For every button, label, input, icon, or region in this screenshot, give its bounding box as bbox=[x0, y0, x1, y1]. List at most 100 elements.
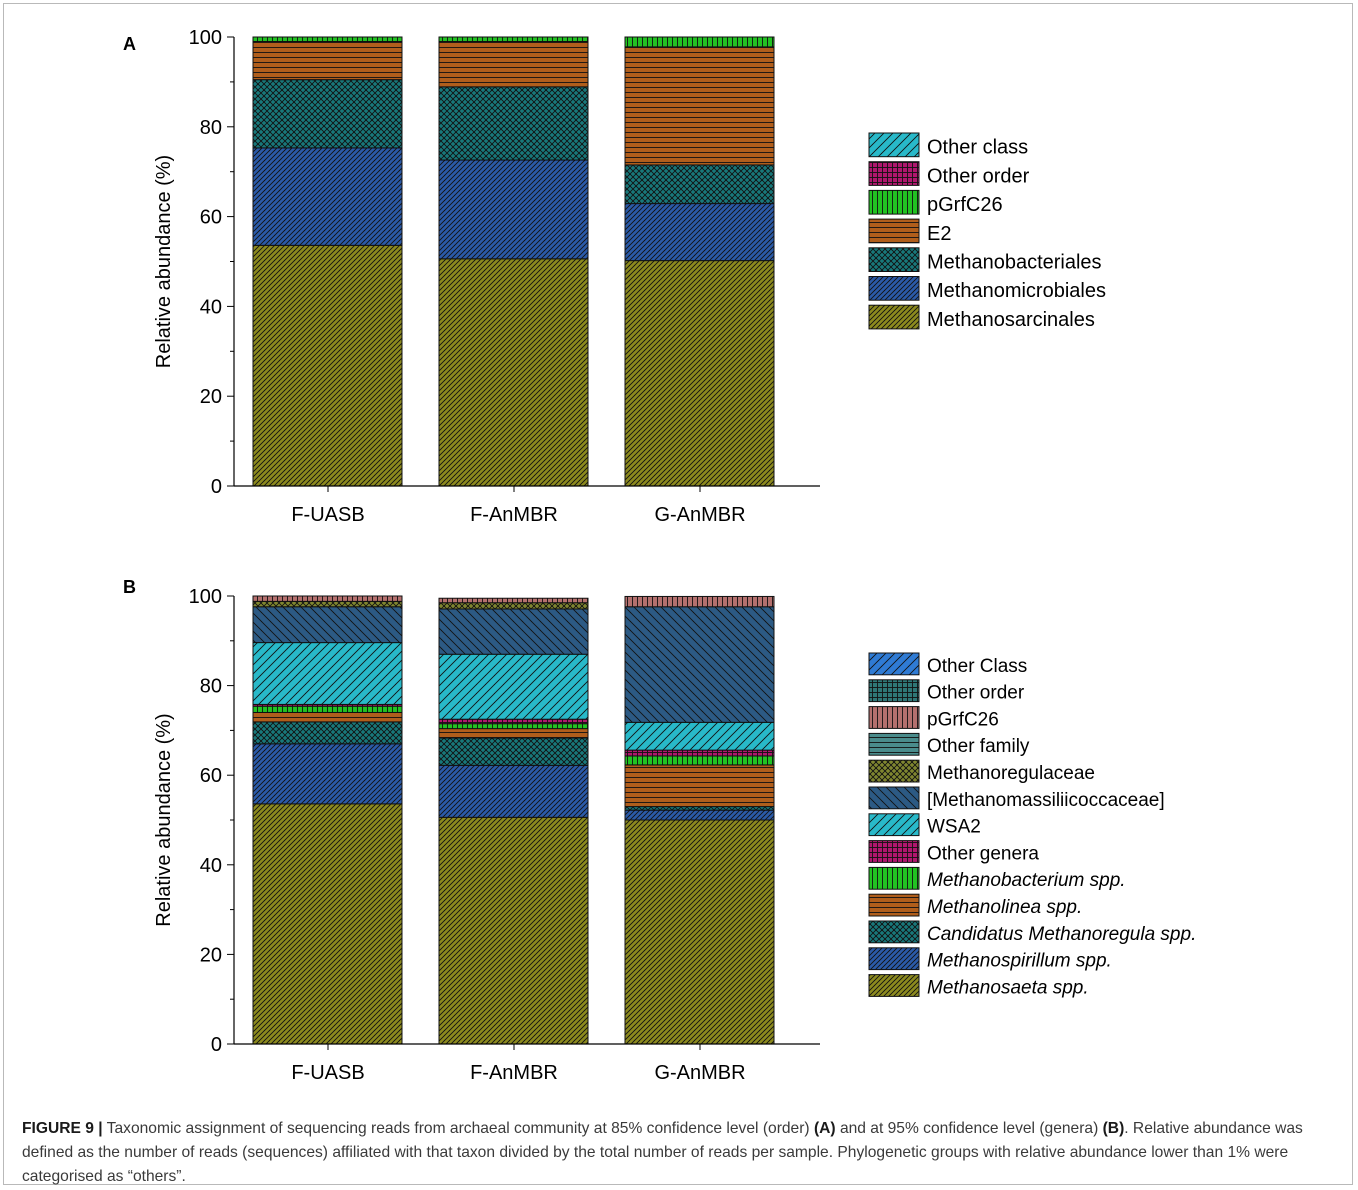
bar-segment bbox=[438, 728, 589, 739]
legend-swatch bbox=[868, 947, 920, 971]
y-tick-label: 80 bbox=[200, 117, 222, 139]
legend-label: Methanosarcinales bbox=[927, 309, 1095, 331]
legend-label: Other order bbox=[927, 683, 1025, 704]
y-tick-label: 0 bbox=[211, 1034, 222, 1056]
bar-segment bbox=[624, 755, 775, 766]
legend-swatch bbox=[868, 732, 920, 756]
y-tick-label: 60 bbox=[200, 765, 222, 787]
bar-segment bbox=[438, 608, 589, 655]
x-tick-label: F-AnMBR bbox=[470, 1062, 558, 1084]
y-tick-label: 100 bbox=[189, 27, 222, 49]
legend-label: Methanosaeta spp. bbox=[927, 977, 1089, 998]
legend-label: [Methanomassiliicoccaceae] bbox=[927, 790, 1165, 811]
y-tick-label: 40 bbox=[200, 296, 222, 318]
panel-label: A bbox=[123, 34, 136, 54]
legend-swatch bbox=[868, 679, 920, 703]
bar-segment bbox=[252, 147, 403, 246]
legend-swatch bbox=[868, 132, 920, 158]
y-tick-label: 20 bbox=[200, 944, 222, 966]
legend-swatch bbox=[868, 893, 920, 917]
bar-segment bbox=[252, 595, 403, 602]
y-tick-label: 20 bbox=[200, 386, 222, 408]
bar-segment bbox=[252, 600, 403, 608]
bar-segment bbox=[438, 86, 589, 161]
y-axis-label: Relative abundance (%) bbox=[153, 155, 175, 368]
bar-segment bbox=[438, 718, 589, 725]
legend-label: pGrfC26 bbox=[927, 709, 999, 730]
legend-label: Other family bbox=[927, 736, 1030, 757]
x-tick-label: G-AnMBR bbox=[654, 1062, 745, 1084]
x-tick-label: F-AnMBR bbox=[470, 504, 558, 526]
chart-panel-a: 0 20 40 60 80 100 F-UASB F-AnMBR G-AnMBR Relative… bbox=[123, 27, 1106, 526]
legend-label: pGrfC26 bbox=[927, 194, 1003, 216]
bar-segment bbox=[252, 705, 403, 713]
legend-label: Candidatus Methanoregula spp. bbox=[927, 924, 1196, 945]
bar-segment bbox=[438, 816, 589, 1045]
bar-segment bbox=[624, 36, 775, 48]
caption-text-2: and at 95% confidence level (genera) bbox=[835, 1120, 1103, 1137]
bar-segment bbox=[438, 723, 589, 730]
y-tick-label: 60 bbox=[200, 207, 222, 229]
bar-segment bbox=[252, 642, 403, 705]
legend-swatch bbox=[868, 920, 920, 944]
y-axis-label: Relative abundance (%) bbox=[153, 713, 175, 926]
bar-segment bbox=[624, 164, 775, 205]
legend-swatch bbox=[868, 759, 920, 783]
legend-label: Methanomicrobiales bbox=[927, 280, 1106, 302]
bar-segment bbox=[624, 606, 775, 723]
bar-segment bbox=[624, 806, 775, 811]
legend-label: Methanospirillum spp. bbox=[927, 951, 1112, 972]
bar-segment bbox=[252, 606, 403, 644]
legend-swatch bbox=[868, 840, 920, 863]
legend-swatch bbox=[868, 247, 920, 273]
bar-segment bbox=[624, 721, 775, 751]
bar-segment bbox=[624, 46, 775, 166]
x-tick-label: G-AnMBR bbox=[654, 504, 745, 526]
bar-segment bbox=[438, 597, 589, 604]
legend-swatch bbox=[868, 974, 920, 997]
y-tick-label: 80 bbox=[200, 676, 222, 698]
bar-segment bbox=[252, 721, 403, 745]
bar-segment bbox=[252, 711, 403, 723]
legend-swatch bbox=[868, 189, 920, 215]
legend-label: Methanoregulaceae bbox=[927, 763, 1095, 784]
bar-segment bbox=[624, 819, 775, 1045]
bar-segment bbox=[252, 244, 403, 487]
legend-swatch bbox=[868, 276, 920, 301]
chart-panel-b: 0 20 40 60 80 100 F-UASB F-AnMBR G-AnMBR Relative… bbox=[123, 577, 1196, 1084]
figure-caption: FIGURE 9 | Taxonomic assignment of seque… bbox=[22, 1117, 1340, 1189]
panel-label: B bbox=[123, 577, 136, 597]
bar-segment bbox=[438, 602, 589, 610]
bar-segment bbox=[624, 203, 775, 262]
legend-swatch bbox=[868, 218, 920, 244]
caption-figure-label: FIGURE 9 | bbox=[22, 1120, 103, 1137]
bar-segment bbox=[252, 803, 403, 1045]
legend: Other Class Other order pGrfC26 Other famil… bbox=[868, 652, 1196, 998]
legend-label: Other class bbox=[927, 137, 1028, 159]
bar-segment bbox=[438, 40, 589, 88]
bar-segment bbox=[438, 258, 589, 487]
legend-label: Other order bbox=[927, 165, 1030, 187]
x-tick-label: F-UASB bbox=[291, 1062, 364, 1084]
bar-segment bbox=[438, 36, 589, 42]
bar-segment bbox=[438, 159, 589, 260]
legend-label: E2 bbox=[927, 223, 951, 245]
bar-segment bbox=[624, 764, 775, 808]
bar-segment bbox=[438, 764, 589, 818]
bar-segment bbox=[624, 809, 775, 821]
bar-segment bbox=[624, 595, 775, 608]
figure-chart: 0 20 40 60 80 100 F-UASB F-AnMBR G-AnMBR Relative… bbox=[123, 27, 1196, 1084]
bar-segment bbox=[438, 737, 589, 766]
legend-swatch bbox=[868, 786, 920, 810]
y-tick-label: 0 bbox=[211, 476, 222, 498]
x-tick-label: F-UASB bbox=[291, 504, 364, 526]
bar-segment bbox=[252, 743, 403, 805]
bar-segment bbox=[252, 79, 403, 149]
bar-segment bbox=[252, 40, 403, 81]
figure-frame bbox=[3, 3, 1353, 1185]
bar-segment bbox=[624, 260, 775, 487]
legend: Other class Other order pGrfC26 E2 Methanoba… bbox=[868, 132, 1106, 331]
caption-ref-a: (A) bbox=[813, 1120, 836, 1137]
caption-text-1: Taxonomic assignment of sequencing reads… bbox=[102, 1120, 814, 1137]
legend-swatch bbox=[868, 161, 920, 186]
